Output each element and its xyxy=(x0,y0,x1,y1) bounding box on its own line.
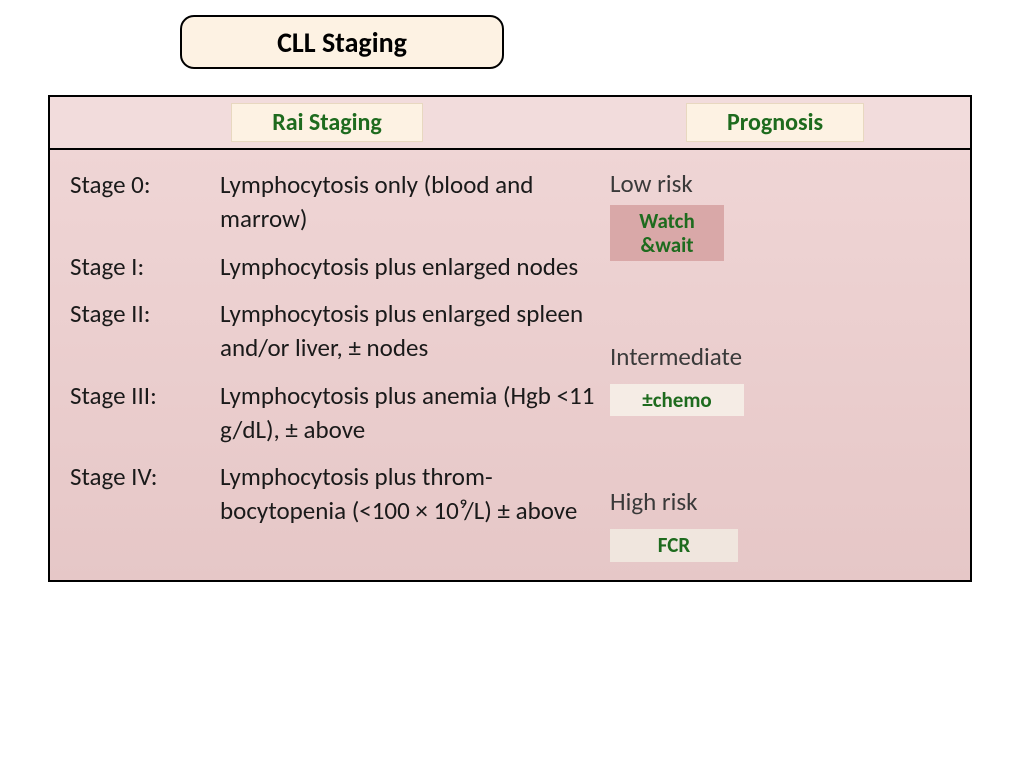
risk-label-intermediate: Intermediate xyxy=(610,341,950,372)
stage-label: Stage 0: xyxy=(70,168,220,236)
stage-label: Stage IV: xyxy=(70,460,220,528)
stage-row: Stage I: Lymphocytosis plus enlarged nod… xyxy=(70,250,600,284)
stage-row: Stage 0: Lymphocytosis only (blood and m… xyxy=(70,168,600,236)
table-header-row: Rai Staging Prognosis xyxy=(50,97,970,150)
risk-label-low: Low risk xyxy=(610,168,950,199)
title-box: CLL Staging xyxy=(180,15,504,69)
risk-label-high: High risk xyxy=(610,486,950,517)
treatment-chemo: ±chemo xyxy=(610,384,744,416)
header-label-rai: Rai Staging xyxy=(231,103,423,142)
prognosis-intermediate: Intermediate ±chemo xyxy=(610,341,950,416)
treatment-watch-wait: Watch &wait xyxy=(610,205,724,261)
stage-desc: Lymphocytosis only (blood and marrow) xyxy=(220,168,600,236)
stage-desc: Lymphocytosis plus enlarged nodes xyxy=(220,250,600,284)
stage-desc: Lymphocytosis plus anemia (Hgb <11 g/dL)… xyxy=(220,379,600,447)
stage-desc: Lymphocytosis plus enlarged spleen and/o… xyxy=(220,297,600,365)
stages-column: Stage 0: Lymphocytosis only (blood and m… xyxy=(70,168,600,562)
page-title: CLL Staging xyxy=(277,25,407,60)
treatment-fcr: FCR xyxy=(610,529,738,561)
stage-row: Stage II: Lymphocytosis plus enlarged sp… xyxy=(70,297,600,365)
header-cell-rai: Rai Staging xyxy=(62,103,592,142)
stage-row: Stage III: Lymphocytosis plus anemia (Hg… xyxy=(70,379,600,447)
table-body: Stage 0: Lymphocytosis only (blood and m… xyxy=(50,150,970,580)
stage-label: Stage II: xyxy=(70,297,220,365)
stage-row: Stage IV: Lymphocytosis plus throm-bocyt… xyxy=(70,460,600,528)
header-label-prognosis: Prognosis xyxy=(686,103,864,142)
prognosis-low: Low risk Watch &wait xyxy=(610,168,950,261)
prognosis-column: Low risk Watch &wait Intermediate ±chemo… xyxy=(600,168,950,562)
stage-label: Stage I: xyxy=(70,250,220,284)
staging-table: Rai Staging Prognosis Stage 0: Lymphocyt… xyxy=(48,95,972,582)
stage-label: Stage III: xyxy=(70,379,220,447)
prognosis-high: High risk FCR xyxy=(610,486,950,561)
header-cell-prognosis: Prognosis xyxy=(592,103,958,142)
stage-desc: Lymphocytosis plus throm-bocytopenia (<1… xyxy=(220,460,600,528)
